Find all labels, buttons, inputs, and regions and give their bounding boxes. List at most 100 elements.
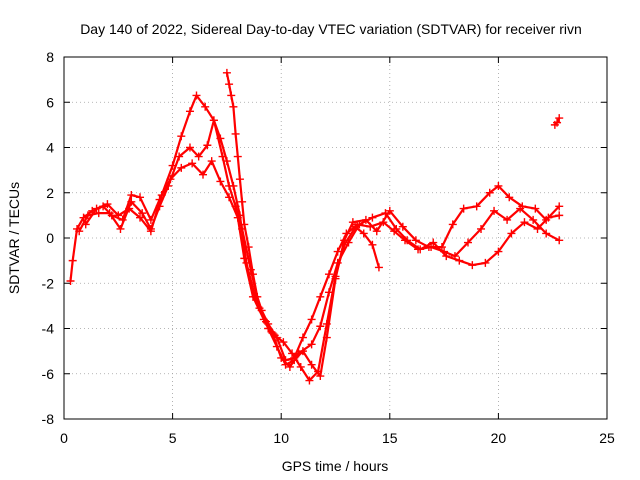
data-point [216, 177, 225, 186]
data-point [105, 209, 114, 218]
x-tick-label: 20 [491, 430, 507, 446]
data-point [222, 68, 231, 77]
data-point [127, 197, 136, 206]
x-axis-label: GPS time / hours [282, 458, 389, 474]
data-point [348, 218, 357, 227]
data-point [227, 91, 236, 100]
data-point [507, 229, 516, 238]
data-series [66, 68, 564, 385]
data-point [448, 220, 457, 229]
x-tick-label: 0 [60, 430, 68, 446]
data-point [553, 118, 562, 127]
y-tick-label: 4 [46, 140, 54, 156]
data-point [542, 215, 551, 224]
data-point [199, 170, 208, 179]
data-point [244, 243, 253, 252]
plot-frame [63, 56, 608, 420]
y-tick-label: 6 [46, 94, 54, 110]
data-point [264, 319, 273, 328]
data-point [372, 227, 381, 236]
data-point [518, 202, 527, 211]
data-point [414, 245, 423, 254]
data-point [285, 362, 294, 371]
data-point [194, 152, 203, 161]
series-markers-track-d [222, 68, 383, 365]
data-point [468, 261, 477, 270]
data-point [281, 356, 290, 365]
y-tick-label: 2 [46, 185, 54, 201]
data-point [481, 258, 490, 267]
data-point [331, 274, 340, 283]
data-point [390, 227, 399, 236]
data-point [203, 141, 212, 150]
data-point [429, 238, 438, 247]
data-point [316, 322, 325, 331]
data-point [201, 102, 210, 111]
data-point [177, 132, 186, 141]
data-point [411, 236, 420, 245]
data-point [305, 376, 314, 385]
data-point [455, 256, 464, 265]
data-point [175, 152, 184, 161]
data-point [231, 202, 240, 211]
data-point [207, 157, 216, 166]
data-point [116, 224, 125, 233]
data-point [472, 202, 481, 211]
y-tick-label: 0 [46, 230, 54, 246]
x-tick-label: 25 [599, 430, 615, 446]
data-point [437, 243, 446, 252]
data-point [103, 200, 112, 209]
data-point [288, 349, 297, 358]
x-tick-label: 15 [382, 430, 398, 446]
series-line-track-d [225, 71, 380, 362]
data-point [185, 107, 194, 116]
chart-title: Day 140 of 2022, Sidereal Day-to-day VTE… [80, 21, 582, 37]
data-point [240, 254, 249, 263]
data-point [359, 229, 368, 238]
data-point [494, 247, 503, 256]
data-point [298, 333, 307, 342]
data-point [333, 247, 342, 256]
data-point [368, 240, 377, 249]
data-point [138, 209, 147, 218]
y-tick-label: -2 [42, 275, 55, 291]
data-point [136, 213, 145, 222]
data-point [296, 362, 305, 371]
data-point [81, 220, 90, 229]
series-markers-track-e [550, 114, 564, 129]
data-point [114, 211, 123, 220]
data-point [229, 102, 238, 111]
data-point [83, 211, 92, 220]
data-point [322, 333, 331, 342]
data-point [459, 204, 468, 213]
y-tick-label: -8 [42, 411, 55, 427]
data-point [316, 292, 325, 301]
data-point [542, 229, 551, 238]
data-point [290, 353, 299, 362]
data-point [136, 193, 145, 202]
data-point [361, 215, 370, 224]
data-point [127, 191, 136, 200]
data-point [66, 276, 75, 285]
grid-lines [64, 57, 607, 419]
x-tick-label: 10 [273, 430, 289, 446]
data-point [240, 220, 249, 229]
data-point [225, 181, 234, 190]
data-point [342, 229, 351, 238]
series-markers-track-c [81, 91, 564, 381]
data-point [233, 152, 242, 161]
data-point [368, 213, 377, 222]
data-point [298, 347, 307, 356]
data-point [307, 315, 316, 324]
data-point [505, 193, 514, 202]
data-point [555, 236, 564, 245]
data-point [555, 114, 564, 123]
data-point [253, 292, 262, 301]
series-line-track-c [84, 94, 561, 378]
y-tick-label: -4 [42, 321, 55, 337]
data-point [257, 306, 266, 315]
data-point [485, 188, 494, 197]
data-point [168, 161, 177, 170]
series-line-track-b [78, 119, 561, 382]
